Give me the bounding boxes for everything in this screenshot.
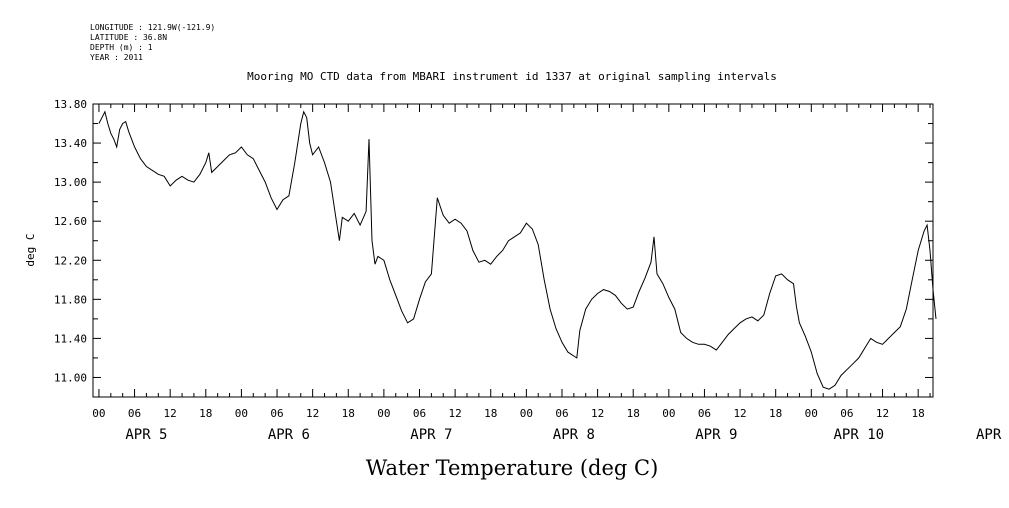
y-tick-label: 12.60 <box>54 215 87 228</box>
x-tick-label: 00 <box>662 407 675 420</box>
day-label: APR 5 <box>125 427 167 443</box>
x-tick-label: 12 <box>448 407 461 420</box>
meta-latitude: LATITUDE : 36.8N <box>90 33 167 42</box>
x-tick-label: 00 <box>805 407 818 420</box>
y-tick-label: 13.00 <box>54 176 87 189</box>
meta-year: YEAR : 2011 <box>90 53 143 62</box>
x-tick-label: 06 <box>555 407 568 420</box>
chart-title: Mooring MO CTD data from MBARI instrumen… <box>247 70 777 83</box>
x-tick-label: 06 <box>413 407 426 420</box>
day-label: APR 11 <box>976 427 1009 443</box>
meta-depth: DEPTH (m) : 1 <box>90 43 153 52</box>
x-tick-label: 18 <box>199 407 212 420</box>
day-label: APR 6 <box>268 427 310 443</box>
x-tick-label: 12 <box>591 407 604 420</box>
x-axis: 00 06 12 18 APR 5 00 06 12 18 APR 6 00 06 12 18 APR 7 0… <box>92 104 1009 443</box>
x-tick-label: 06 <box>128 407 141 420</box>
x-tick-label: 12 <box>164 407 177 420</box>
x-tick-label: 18 <box>769 407 782 420</box>
x-tick-label: 12 <box>733 407 746 420</box>
x-tick-label: 18 <box>627 407 640 420</box>
x-tick-label: 00 <box>520 407 533 420</box>
x-tick-label: 06 <box>840 407 853 420</box>
x-axis-label: Water Temperature (deg C) <box>366 456 659 480</box>
x-tick-label: 18 <box>484 407 497 420</box>
day-label: APR 10 <box>834 427 885 443</box>
y-axis-label: deg C <box>24 233 37 266</box>
x-tick-label: 12 <box>306 407 319 420</box>
x-tick-label: 18 <box>342 407 355 420</box>
day-label: APR 7 <box>410 427 452 443</box>
x-tick-label: 00 <box>235 407 248 420</box>
day-label: APR 9 <box>695 427 737 443</box>
y-tick-label: 11.00 <box>54 371 87 384</box>
x-tick-label: 06 <box>270 407 283 420</box>
plot-frame <box>92 103 934 398</box>
x-tick-label: 00 <box>92 407 105 420</box>
y-tick-label: 11.80 <box>54 293 87 306</box>
temperature-series-line <box>98 110 937 390</box>
day-label: APR 8 <box>553 427 595 443</box>
x-tick-label: 18 <box>912 407 925 420</box>
y-tick-label: 11.40 <box>54 332 87 345</box>
x-tick-label: 06 <box>698 407 711 420</box>
x-tick-label: 00 <box>377 407 390 420</box>
meta-longitude: LONGITUDE : 121.9W(-121.9) <box>90 23 215 32</box>
x-tick-label: 12 <box>876 407 889 420</box>
y-tick-label: 12.20 <box>54 254 87 267</box>
y-tick-label: 13.80 <box>54 98 87 111</box>
metadata-block: LONGITUDE : 121.9W(-121.9) LATITUDE : 36… <box>90 23 215 62</box>
y-tick-label: 13.40 <box>54 137 87 150</box>
y-axis: 13.80 13.40 13.00 12.60 12.20 11.80 11.40 11.00 <box>54 98 933 398</box>
